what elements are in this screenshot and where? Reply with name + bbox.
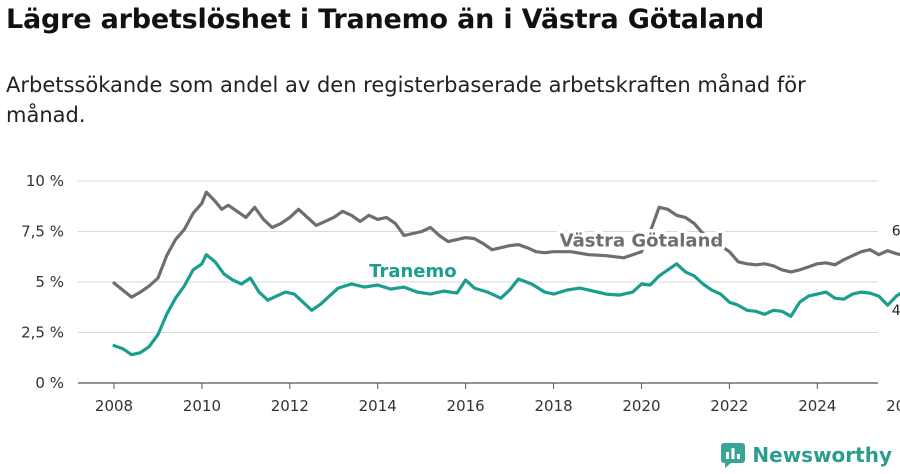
x-tick-label: 2020 <box>622 397 660 415</box>
x-tick-label: 2012 <box>271 397 309 415</box>
x-tick-label: 2008 <box>95 397 133 415</box>
brand-name: Newsworthy <box>752 443 892 467</box>
brand-logo: Newsworthy <box>720 442 892 468</box>
series-line-v-stra-g-taland <box>112 190 900 299</box>
series-end-label: 6,3 % <box>892 224 900 240</box>
x-tick-label: 2024 <box>798 397 836 415</box>
series-end-label: 4,7 % <box>892 303 900 319</box>
y-tick-label: 5 % <box>35 273 64 291</box>
x-tick-label: 2018 <box>534 397 572 415</box>
series-name-label: Tranemo <box>369 261 456 282</box>
newsworthy-logo-icon <box>721 443 746 468</box>
chart-subtitle: Arbetssökande som andel av den registerb… <box>6 73 806 127</box>
series-name-label: Västra Götaland <box>560 231 724 252</box>
x-tick-label: 2014 <box>359 397 397 415</box>
series-line-tranemo <box>112 253 900 357</box>
chart-title: Lägre arbetslöshet i Tranemo än i Västra… <box>6 4 765 35</box>
x-tick-label: 2026 <box>886 397 900 415</box>
x-tick-label: 2010 <box>183 397 221 415</box>
x-tick-label: 2022 <box>710 397 748 415</box>
x-tick-label: 2016 <box>447 397 485 415</box>
y-tick-label: 10 % <box>26 172 64 190</box>
y-tick-label: 2,5 % <box>21 324 64 342</box>
y-tick-label: 0 % <box>35 374 64 392</box>
y-tick-label: 7,5 % <box>21 223 64 241</box>
